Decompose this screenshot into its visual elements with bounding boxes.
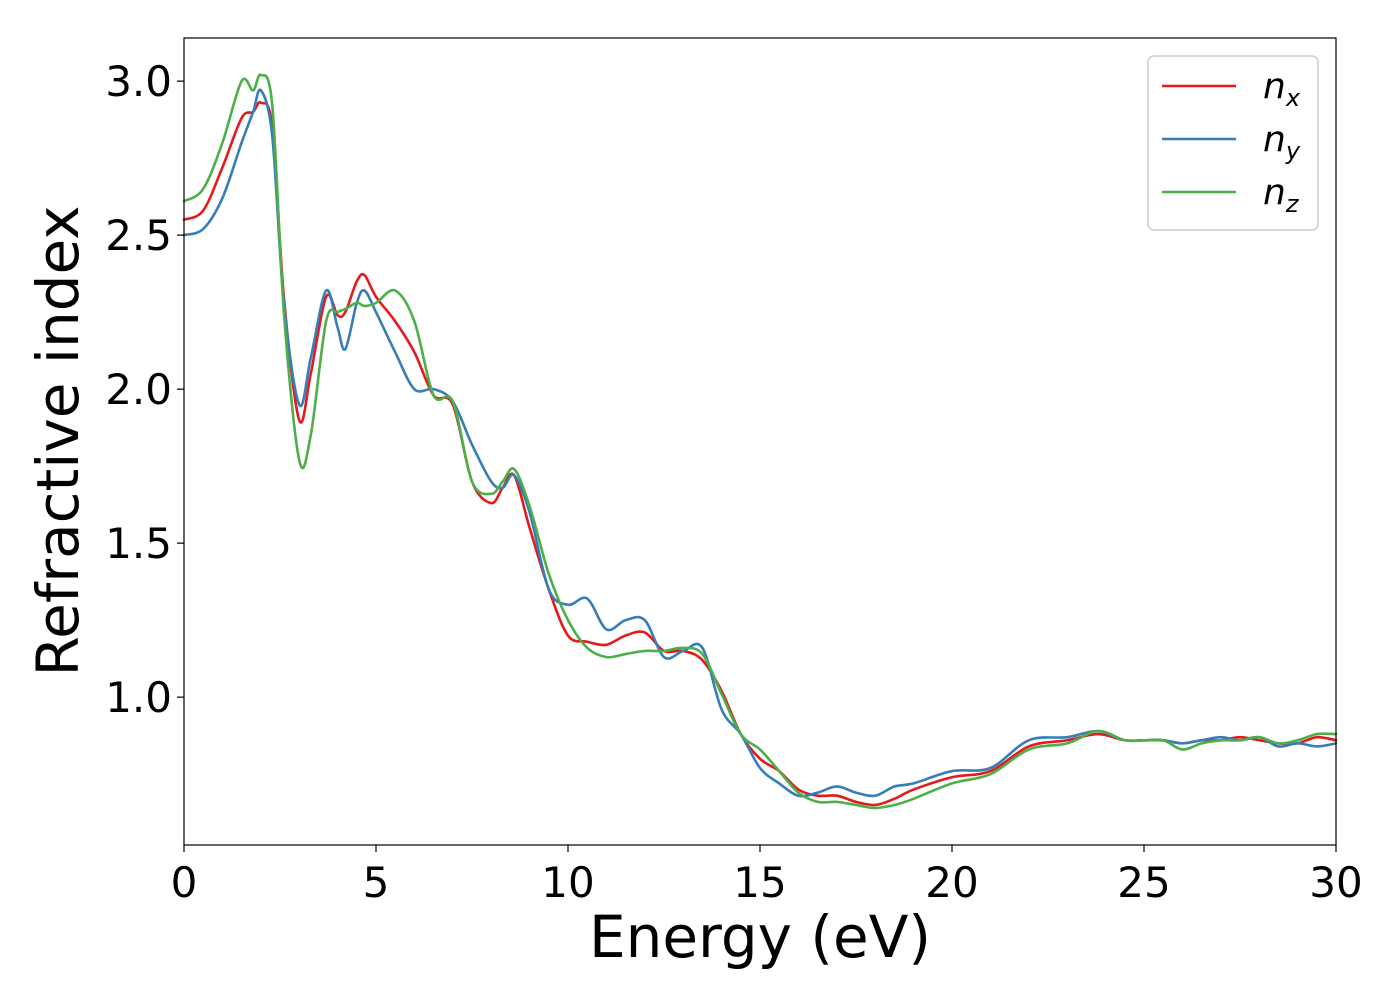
x-tick-label: 15 bbox=[733, 858, 786, 907]
y-axis-title: Refractive index bbox=[24, 205, 92, 676]
x-tick-label: 20 bbox=[925, 858, 978, 907]
legend-label-nx: nx bbox=[1263, 66, 1301, 112]
x-tick-label: 25 bbox=[1117, 858, 1170, 907]
legend-frame bbox=[1147, 55, 1319, 231]
y-axis-ticks: 1.0 1.5 2.0 2.5 3.0 bbox=[105, 57, 184, 722]
x-tick-label: 30 bbox=[1309, 858, 1362, 907]
y-tick-label: 3.0 bbox=[105, 57, 172, 106]
y-tick-label: 1.5 bbox=[105, 519, 172, 568]
x-tick-label: 5 bbox=[363, 858, 390, 907]
x-axis-title: Energy (eV) bbox=[589, 903, 931, 971]
y-tick-label: 2.0 bbox=[105, 365, 172, 414]
plot-lines bbox=[182, 73, 1338, 810]
x-tick-label: 0 bbox=[171, 858, 198, 907]
series-line-nz bbox=[182, 73, 1338, 810]
y-tick-label: 2.5 bbox=[105, 211, 172, 260]
y-tick-label: 1.0 bbox=[105, 673, 172, 722]
legend-label-ny: ny bbox=[1263, 119, 1301, 165]
x-axis-ticks: 0 5 10 15 20 25 30 bbox=[171, 845, 1363, 907]
x-tick-label: 10 bbox=[541, 858, 594, 907]
